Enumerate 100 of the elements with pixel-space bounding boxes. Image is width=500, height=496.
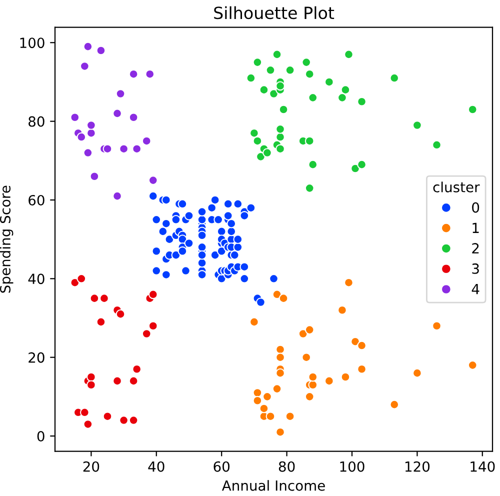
legend-label: 0 <box>472 202 480 213</box>
point <box>80 408 90 418</box>
point <box>86 120 96 130</box>
point <box>304 136 314 146</box>
point <box>357 340 366 350</box>
x-tick-label: 120 <box>405 461 430 472</box>
point <box>76 132 86 142</box>
point <box>324 376 334 386</box>
point <box>132 364 142 374</box>
x-tick-label: 140 <box>470 461 495 472</box>
point <box>357 96 366 106</box>
point <box>142 329 152 338</box>
point <box>276 144 285 154</box>
point <box>116 309 126 319</box>
point <box>412 368 422 378</box>
y-tick-label: 100 <box>20 38 44 48</box>
point <box>278 294 288 304</box>
point <box>285 412 295 422</box>
point <box>276 81 285 91</box>
point <box>262 148 272 158</box>
point <box>119 416 128 425</box>
x-tick-label: 20 <box>83 461 100 472</box>
point <box>83 148 93 158</box>
point <box>142 136 152 146</box>
point <box>100 294 109 304</box>
y-tick-label: 40 <box>28 274 44 284</box>
y-tick-label: 20 <box>28 352 44 363</box>
chart-title: Silhouette Plot <box>214 6 334 20</box>
point <box>304 69 314 79</box>
legend-label: 1 <box>472 222 479 233</box>
point <box>302 58 312 67</box>
point <box>252 58 262 67</box>
point <box>276 132 285 142</box>
point <box>350 164 360 174</box>
point <box>338 305 347 315</box>
point <box>132 144 142 154</box>
point <box>350 336 360 346</box>
point <box>266 412 276 422</box>
point <box>70 112 80 122</box>
point <box>80 62 90 71</box>
point <box>432 140 442 150</box>
point <box>112 191 122 201</box>
point <box>90 172 100 182</box>
point <box>269 89 278 98</box>
point <box>468 104 478 114</box>
legend-label: 3 <box>472 263 479 274</box>
point <box>86 372 96 382</box>
point <box>390 73 400 83</box>
point <box>340 85 350 95</box>
point <box>148 321 158 331</box>
point <box>112 376 122 386</box>
point <box>259 85 269 95</box>
x-tick-label: 80 <box>278 461 295 472</box>
point <box>250 128 259 138</box>
point <box>338 93 347 102</box>
point <box>357 160 366 170</box>
point <box>116 89 126 98</box>
point <box>308 372 318 382</box>
point <box>128 376 138 386</box>
point <box>357 364 366 374</box>
point <box>252 136 262 146</box>
y-tick-label: 60 <box>28 194 44 206</box>
point <box>298 329 308 338</box>
point <box>102 412 112 422</box>
point <box>128 112 138 122</box>
point <box>86 128 96 138</box>
point <box>119 144 128 154</box>
point <box>250 317 259 327</box>
point <box>276 427 285 437</box>
point <box>302 352 312 362</box>
point <box>272 290 282 300</box>
y-tick-label: 0 <box>37 430 44 442</box>
point <box>252 388 262 398</box>
point <box>308 93 318 102</box>
x-axis-title: Annual Income <box>222 480 325 491</box>
point <box>252 396 262 406</box>
y-tick-label: 80 <box>28 116 44 127</box>
point <box>308 380 318 390</box>
point <box>272 384 282 394</box>
x-tick-label: 40 <box>148 461 164 472</box>
point <box>344 50 354 60</box>
point <box>76 274 86 284</box>
point <box>148 290 158 300</box>
point <box>145 69 155 79</box>
legend-label: 4 <box>472 284 480 294</box>
point <box>148 176 158 185</box>
point <box>128 69 138 79</box>
point <box>304 392 314 402</box>
legend-title: cluster <box>433 182 480 192</box>
point <box>86 380 96 390</box>
point <box>344 278 354 288</box>
point <box>285 65 295 75</box>
point <box>276 368 285 378</box>
point <box>468 360 478 370</box>
point <box>259 404 269 414</box>
point <box>83 420 93 429</box>
point <box>90 294 100 304</box>
point <box>304 325 314 334</box>
point <box>83 42 93 52</box>
point <box>278 104 288 114</box>
